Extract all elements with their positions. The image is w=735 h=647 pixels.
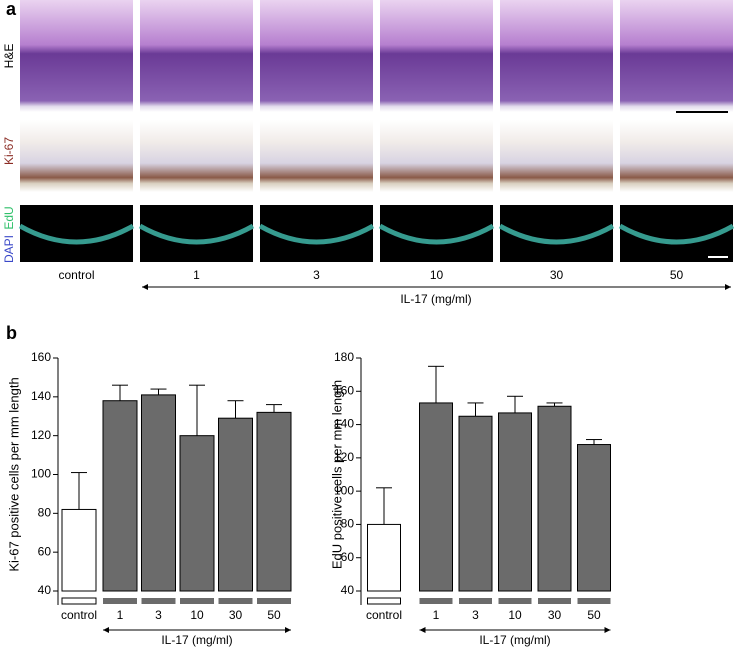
y-tick-label: 120 (31, 428, 51, 442)
group-label: IL-17 (mg/ml) (161, 633, 232, 647)
he-image (140, 0, 253, 112)
y-tick-label: 60 (38, 544, 52, 558)
ki67-image (260, 120, 373, 192)
bar (256, 411, 292, 592)
bar (179, 435, 215, 592)
x-tick-label: 30 (229, 608, 243, 622)
edu-band (258, 223, 375, 245)
row-label: H&E (2, 44, 16, 69)
panel-label: b (6, 323, 17, 343)
y-tick-label: 60 (341, 550, 355, 564)
x-tick-label: 3 (472, 608, 479, 622)
x-tick-label: 1 (117, 608, 124, 622)
bar (102, 400, 138, 592)
axis-strip (218, 598, 253, 604)
y-tick-label: 120 (334, 450, 354, 464)
bar (458, 415, 493, 592)
column-label: 1 (193, 268, 200, 282)
bar (537, 405, 572, 592)
column-label: 50 (670, 268, 684, 282)
x-tick-label: control (366, 608, 402, 622)
x-tick-label: 50 (587, 608, 601, 622)
x-tick-label: 3 (155, 608, 162, 622)
y-tick-label: 100 (334, 483, 354, 497)
x-tick-label: control (61, 608, 97, 622)
column-label: 30 (550, 268, 564, 282)
column-label: control (58, 268, 94, 282)
he-image (620, 0, 733, 112)
group-label: IL-17 (mg/ml) (479, 633, 550, 647)
y-axis-label: Ki-67 positive cells per mm length (6, 377, 21, 571)
y-tick-label: 140 (334, 417, 354, 431)
axis-strip (459, 598, 492, 604)
axis-strip (577, 598, 611, 604)
axis-strip (419, 598, 453, 604)
edu-band (18, 223, 135, 245)
he-image (20, 0, 133, 112)
ki67-image (380, 120, 493, 192)
ki67-image (20, 120, 133, 192)
row-label: Ki-67 (2, 137, 16, 165)
ki67-image (500, 120, 613, 192)
edu-band (618, 223, 735, 245)
group-label: IL-17 (mg/ml) (400, 292, 471, 306)
axis-strip (498, 598, 532, 604)
he-image (260, 0, 373, 112)
axis-strip (61, 597, 97, 605)
bar (367, 523, 401, 592)
panel-label: a (6, 0, 17, 19)
bar (61, 508, 97, 592)
y-tick-label: 180 (334, 350, 354, 364)
row-label: DAPI (2, 235, 16, 263)
axis-strip (141, 598, 176, 604)
he-image (500, 0, 613, 112)
axis-strip (257, 598, 291, 604)
row-label: EdU (2, 206, 16, 229)
he-image (380, 0, 493, 112)
y-tick-label: 80 (341, 517, 355, 531)
column-label: 3 (313, 268, 320, 282)
column-label: 10 (430, 268, 444, 282)
x-tick-label: 30 (548, 608, 562, 622)
bar (141, 394, 176, 592)
bar (498, 412, 532, 592)
x-tick-label: 50 (267, 608, 281, 622)
edu-band (138, 223, 255, 245)
axis-strip (180, 598, 214, 604)
edu-band (378, 223, 495, 245)
bar (419, 402, 453, 592)
y-axis-label: EdU positive cells per mm length (329, 380, 344, 569)
y-tick-label: 140 (31, 389, 51, 403)
x-tick-label: 1 (433, 608, 440, 622)
y-tick-label: 100 (31, 467, 51, 481)
axis-strip (538, 598, 571, 604)
ki67-image (620, 120, 733, 192)
edu-band (498, 223, 615, 245)
x-tick-label: 10 (508, 608, 522, 622)
bar (577, 444, 611, 592)
y-tick-label: 80 (38, 506, 52, 520)
bar (218, 417, 253, 592)
axis-strip (103, 598, 137, 604)
y-tick-label: 160 (334, 383, 354, 397)
y-tick-label: 40 (341, 583, 355, 597)
axis-strip (367, 597, 401, 605)
y-tick-label: 160 (31, 350, 51, 364)
ki67-image (140, 120, 253, 192)
y-tick-label: 40 (38, 583, 52, 597)
x-tick-label: 10 (190, 608, 204, 622)
